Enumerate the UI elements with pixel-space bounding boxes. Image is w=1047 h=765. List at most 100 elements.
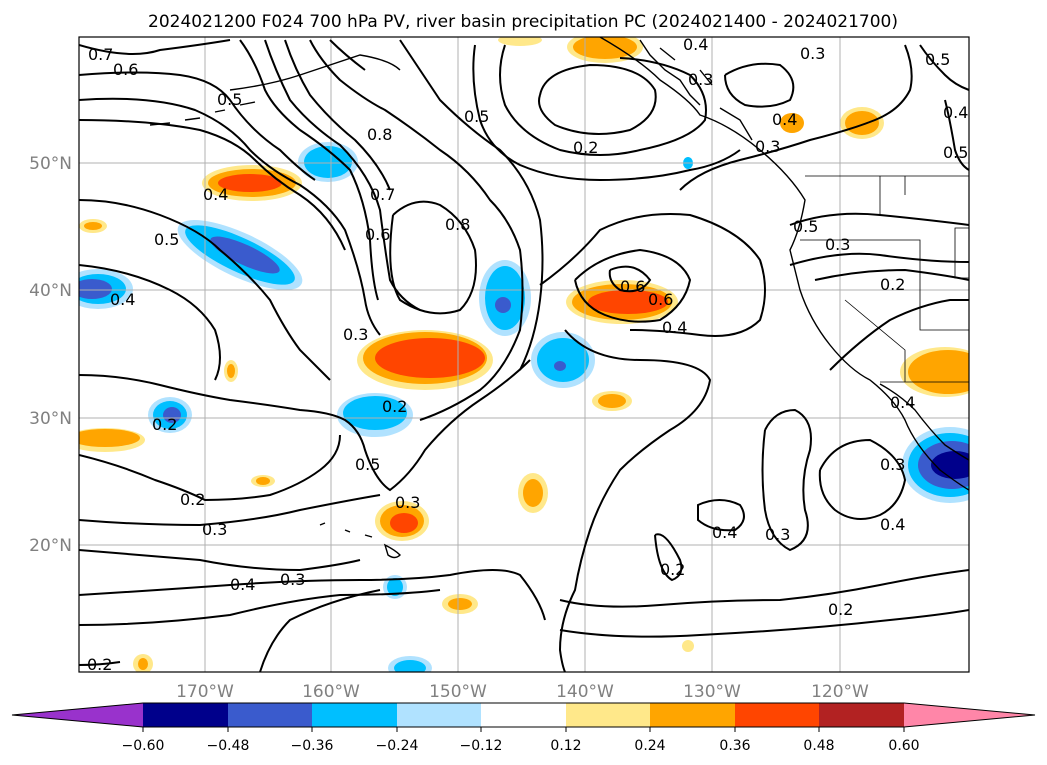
- positive-region: [682, 640, 694, 652]
- pv-contour: [79, 39, 231, 55]
- pv-contour: [309, 39, 524, 421]
- colorbar-tick-label: 0.60: [888, 738, 919, 754]
- contour-label: 0.3: [688, 70, 713, 89]
- contour-label: 0.3: [395, 493, 420, 512]
- contour-label: 0.5: [943, 143, 968, 162]
- positive-region: [845, 111, 879, 135]
- contour-label: 0.4: [683, 35, 708, 54]
- contour-label: 0.3: [755, 137, 780, 156]
- pv-contour: [654, 533, 683, 582]
- contour-label: 0.2: [152, 415, 177, 434]
- contour-label: 0.2: [880, 275, 905, 294]
- colorbar-extend-high: [904, 703, 1035, 727]
- contour-label: 0.7: [370, 185, 395, 204]
- positive-region: [598, 394, 626, 408]
- pv-contour: [79, 661, 121, 666]
- lon-label-160w: 160°W: [302, 682, 360, 702]
- pv-contour: [239, 39, 379, 301]
- colorbar-tick-label: 0.36: [719, 738, 750, 754]
- pv-contour: [284, 39, 391, 191]
- pv-contour: [761, 408, 812, 552]
- colorbar-segment: [312, 703, 397, 727]
- colorbar-tick-label: −0.36: [291, 738, 334, 754]
- pv-contour: [608, 265, 652, 293]
- map-background: [79, 37, 969, 672]
- colorbar-segment: [566, 703, 650, 727]
- positive-region: [523, 479, 543, 507]
- pv-contour: [558, 329, 712, 672]
- positive-region: [780, 113, 804, 133]
- negative-region: [387, 578, 403, 596]
- pv-contours: [79, 39, 969, 672]
- hawaiian-islands: [319, 522, 401, 559]
- contour-label: 0.4: [203, 185, 228, 204]
- pv-contour: [259, 589, 381, 672]
- contour-label: 0.5: [793, 217, 818, 236]
- positive-region: [218, 174, 282, 192]
- contour-label: 0.2: [828, 600, 853, 619]
- pv-contour: [499, 44, 707, 156]
- contour-labels: 0.7 0.6 0.4 0.3 0.5 0.2 0.3 0.8 0.7 0.6 …: [87, 35, 968, 672]
- negative-region: [554, 361, 566, 371]
- pv-contour: [79, 264, 221, 381]
- contour-label: 0.4: [772, 110, 797, 129]
- contour-label: 0.2: [382, 397, 407, 416]
- lon-label-120w: 120°W: [811, 682, 869, 702]
- positive-region: [375, 338, 485, 378]
- colorbar-segment: [481, 703, 566, 727]
- pv-contour: [329, 39, 366, 71]
- lon-label-150w: 150°W: [429, 682, 487, 702]
- positive-region: [84, 222, 102, 230]
- pv-contour: [724, 62, 795, 108]
- contour-label: 0.4: [230, 575, 255, 594]
- positive-region: [448, 598, 472, 610]
- contour-label: 0.3: [343, 325, 368, 344]
- positive-region: [573, 37, 637, 59]
- lon-label-170w: 170°W: [176, 682, 234, 702]
- pv-contour: [574, 248, 692, 323]
- pv-contour: [399, 39, 544, 371]
- pv-contour: [79, 199, 331, 381]
- positive-region: [390, 513, 418, 533]
- contour-label: 0.5: [355, 455, 380, 474]
- pv-contour: [818, 438, 907, 520]
- colorbar-segment: [143, 703, 228, 727]
- pv-contour: [472, 44, 741, 182]
- contour-label: 0.4: [110, 290, 135, 309]
- contour-label: 0.5: [217, 90, 242, 109]
- pv-contour: [679, 44, 913, 191]
- contour-label: 0.3: [765, 525, 790, 544]
- pv-contour: [697, 499, 745, 532]
- map-frame: [78, 36, 970, 673]
- lat-label-50n: 50°N: [29, 154, 72, 174]
- pv-contour: [814, 268, 969, 281]
- negative-region: [537, 338, 589, 382]
- pv-contour: [944, 99, 969, 171]
- contour-label: 0.5: [464, 107, 489, 126]
- positive-region: [256, 477, 270, 485]
- contour-label: 0.2: [573, 138, 598, 157]
- negative-region: [304, 146, 352, 178]
- colorbar-segment: [228, 703, 312, 727]
- colorbar-extend-low: [12, 703, 143, 727]
- pv-contour: [789, 212, 969, 226]
- longitude-labels: 170°W 160°W 150°W 140°W 130°W 120°W: [176, 682, 869, 702]
- positive-region: [138, 658, 148, 670]
- colorbar-tick-label: −0.24: [376, 738, 419, 754]
- lat-label-20n: 20°N: [29, 536, 72, 556]
- pv-contour: [79, 359, 531, 492]
- pv-contour: [79, 97, 381, 336]
- pv-contour: [559, 569, 969, 608]
- pv-contour: [79, 549, 361, 572]
- lat-label-30n: 30°N: [29, 409, 72, 429]
- contour-label: 0.5: [154, 230, 179, 249]
- contour-label: 0.4: [662, 318, 687, 337]
- lon-label-130w: 130°W: [683, 682, 741, 702]
- pv-contour: [264, 39, 421, 311]
- pv-contour: [389, 200, 477, 315]
- coastline-north-america: [599, 37, 969, 491]
- positive-region: [79, 429, 140, 447]
- negative-region: [343, 396, 407, 430]
- colorbar-segment: [397, 703, 481, 727]
- positive-region: [498, 37, 542, 46]
